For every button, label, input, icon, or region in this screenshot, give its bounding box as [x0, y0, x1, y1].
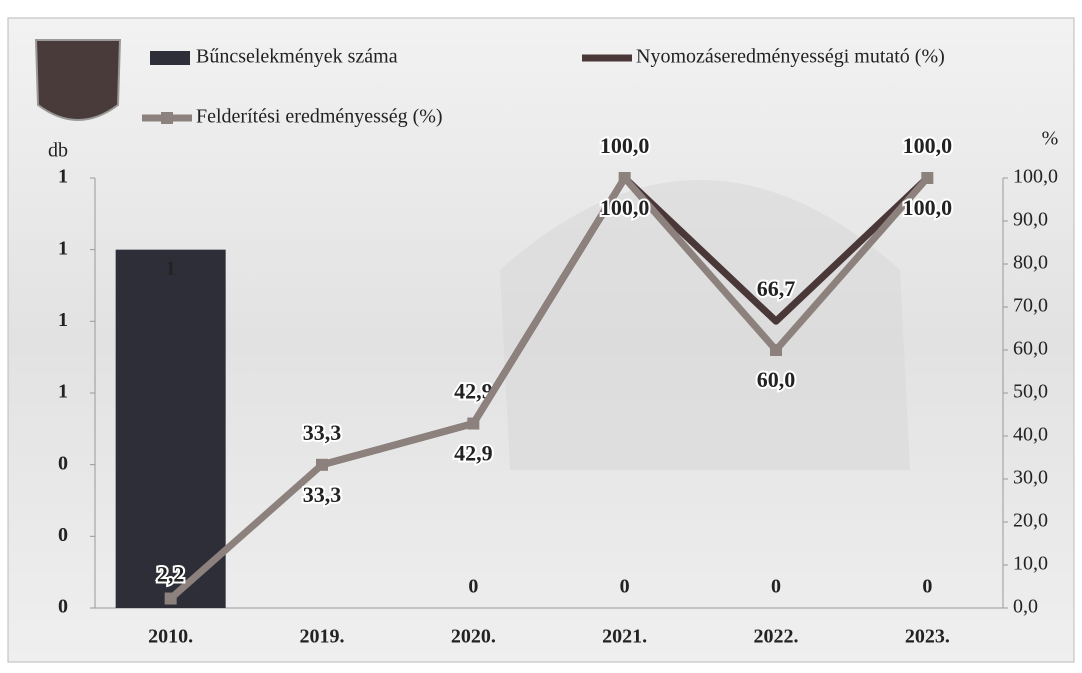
line-value-label: 2,2 — [157, 562, 185, 587]
y-tick-label: 0 — [58, 524, 68, 546]
bar-value-label: 1 — [166, 257, 176, 279]
bar — [116, 250, 226, 608]
line-marker — [467, 418, 479, 430]
y2-tick-label: 30,0 — [1013, 467, 1048, 489]
x-tick-label: 2023. — [905, 626, 950, 648]
legend-marker — [161, 112, 173, 124]
line-value-label: 60,0 — [757, 367, 796, 392]
y2-tick-label: 70,0 — [1013, 295, 1048, 317]
y2-tick-label: 60,0 — [1013, 338, 1048, 360]
legend-label: Bűncselekmények száma — [196, 46, 398, 68]
y2-tick-label: 50,0 — [1013, 381, 1048, 403]
y2-tick-label: 20,0 — [1013, 510, 1048, 532]
x-tick-label: 2022. — [754, 626, 799, 648]
legend-swatch — [150, 51, 190, 65]
line-value-label: 42,9 — [454, 441, 493, 466]
y2-tick-label: 10,0 — [1013, 553, 1048, 575]
y-tick-label: 1 — [58, 309, 68, 331]
y2-tick-label: 80,0 — [1013, 252, 1048, 274]
line-marker — [619, 172, 631, 184]
y2-tick-label: 0,0 — [1013, 596, 1038, 618]
y-tick-label: 0 — [58, 452, 68, 474]
y2-axis-title: % — [1042, 128, 1059, 150]
line-value-label: 100,0 — [600, 195, 650, 220]
line-value-label: 100,0 — [600, 133, 650, 158]
y2-tick-label: 90,0 — [1013, 209, 1048, 231]
x-tick-label: 2010. — [148, 626, 193, 648]
line-value-label: 33,3 — [303, 482, 342, 507]
y-tick-label: 1 — [58, 166, 68, 188]
line-marker — [316, 459, 328, 471]
line-value-label: 100,0 — [903, 195, 953, 220]
page: db % 00011110,010,020,030,040,050,060,07… — [0, 0, 1082, 673]
legend-label: Felderítési eredményesség (%) — [196, 106, 443, 128]
line-value-label: 66,7 — [757, 276, 796, 301]
y-tick-label: 0 — [58, 596, 68, 618]
y-axis-title: db — [48, 140, 68, 162]
y-tick-label: 1 — [58, 237, 68, 259]
bar-value-label: 0 — [922, 576, 932, 598]
x-tick-label: 2020. — [451, 626, 496, 648]
x-tick-label: 2019. — [300, 626, 345, 648]
y-tick-label: 1 — [58, 381, 68, 403]
chart: db % 00011110,010,020,030,040,050,060,07… — [0, 0, 1082, 668]
y2-tick-label: 100,0 — [1013, 166, 1058, 188]
legend-label: Nyomozáseredményességi mutató (%) — [636, 46, 945, 68]
police-logo — [36, 40, 120, 120]
x-tick-label: 2021. — [602, 626, 647, 648]
y2-tick-label: 40,0 — [1013, 424, 1048, 446]
line-marker — [165, 593, 177, 605]
bar-value-label: 0 — [468, 576, 478, 598]
line-value-label: 100,0 — [903, 133, 953, 158]
line-marker — [770, 344, 782, 356]
line-value-label: 33,3 — [303, 420, 342, 445]
bar-value-label: 0 — [771, 576, 781, 598]
line-marker — [921, 172, 933, 184]
bar-value-label: 0 — [620, 576, 630, 598]
